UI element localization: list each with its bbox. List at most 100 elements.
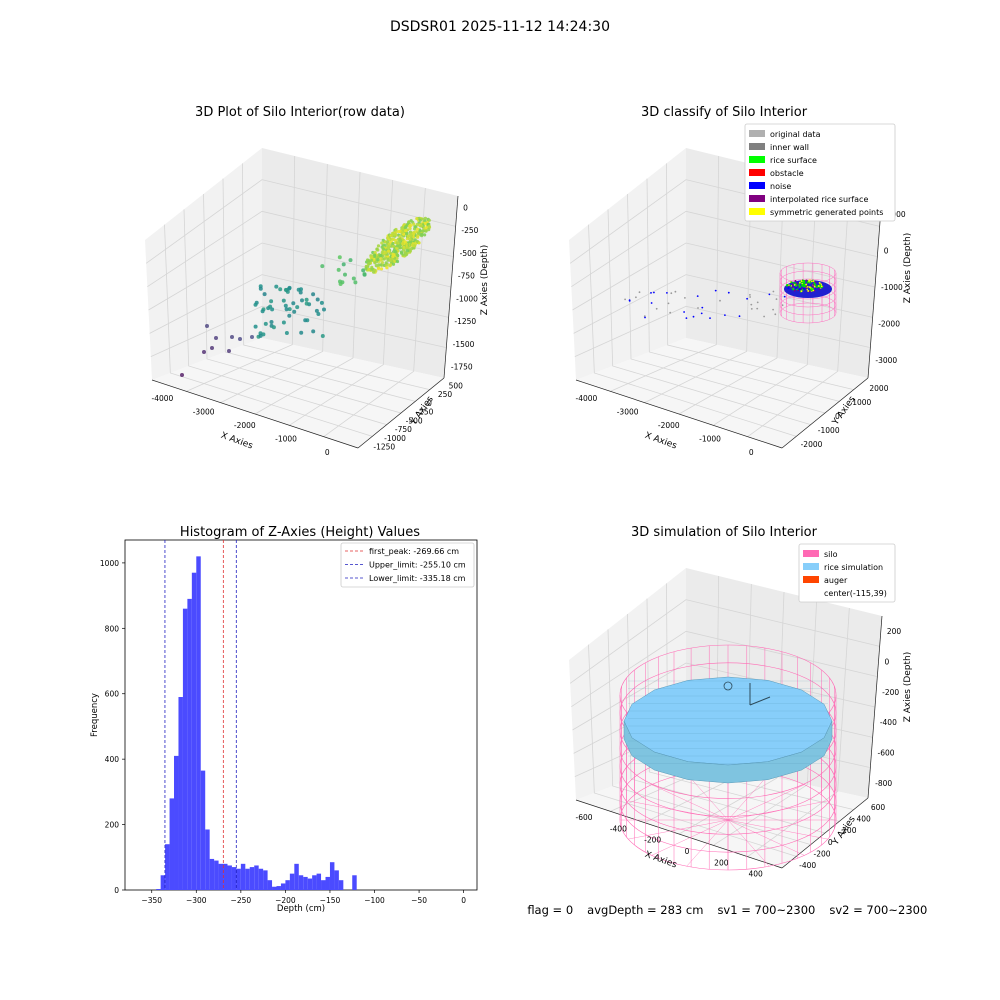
scatter-point	[381, 238, 385, 242]
scatter-point	[361, 268, 366, 273]
histogram-legend-label: Upper_limit: -255.10 cm	[369, 561, 466, 570]
classify-legend-swatch	[749, 195, 765, 202]
scatter-point	[296, 287, 301, 292]
raw-x-tick-label: -2000	[234, 421, 256, 430]
rice-surface-point	[810, 288, 812, 291]
simulation-legend-swatch	[803, 563, 819, 570]
scatter-point	[377, 266, 381, 271]
histogram-bar	[325, 876, 330, 890]
histogram-bar	[334, 870, 339, 890]
histogram-bar	[263, 870, 268, 890]
histogram-bar	[227, 865, 232, 890]
noise-point	[628, 300, 631, 302]
scatter-point	[404, 229, 408, 233]
noise-point	[738, 315, 741, 318]
simulation-z-tick-label: -800	[875, 779, 892, 788]
rice-surface-point	[814, 284, 816, 286]
scatter-point	[415, 227, 420, 231]
histogram-x-tick-label: −300	[186, 896, 207, 905]
raw-z-tick-label: -1500	[453, 340, 475, 349]
simulation-x-tick-label: -200	[644, 836, 661, 845]
scatter-point	[262, 292, 267, 297]
scatter-point	[311, 292, 316, 297]
rice-surface-point	[800, 280, 803, 282]
histogram-bar	[258, 868, 264, 890]
scatter-point	[284, 331, 289, 335]
silo-spoke	[651, 784, 729, 821]
scatter-point	[421, 229, 425, 233]
scatter-point	[281, 320, 286, 325]
rice-surface-point	[820, 286, 823, 289]
raw-x-tick-label: -1000	[275, 435, 297, 444]
noise-point	[768, 293, 771, 296]
silo-spoke	[727, 819, 770, 867]
histogram-bar	[307, 878, 313, 890]
rice-surface-point	[789, 284, 792, 287]
scatter-point	[412, 222, 416, 226]
z-axis-line	[867, 195, 883, 379]
scatter-point	[395, 241, 399, 245]
rice-surface-point	[791, 286, 794, 289]
scatter-point	[407, 220, 411, 224]
classify-y-tick-label: -1000	[818, 426, 840, 435]
gridline	[147, 210, 454, 288]
sv2-value: sv2 = 700~2300	[829, 903, 928, 917]
raw-z-tick-label: -250	[461, 226, 478, 235]
noise-point	[719, 299, 721, 302]
scatter-point	[376, 258, 380, 262]
scatter-point	[367, 262, 371, 266]
scatter-point	[205, 324, 209, 328]
scatter-point	[269, 320, 274, 324]
scatter-point	[391, 252, 395, 256]
scatter-point	[377, 263, 381, 267]
rice-surface-point	[797, 284, 799, 287]
rice-surface-point	[788, 284, 790, 286]
classify-scatter-points	[624, 262, 837, 324]
rice-surface-point	[811, 285, 814, 288]
noise-point	[666, 292, 668, 294]
noise-point	[650, 292, 652, 294]
scatter-point	[258, 286, 263, 291]
histogram-bar	[236, 868, 241, 890]
rice-surface-point	[807, 290, 809, 292]
classify-legend-label: interpolated rice surface	[770, 195, 868, 204]
rice-surface-point	[799, 281, 801, 284]
rice-surface-point	[817, 285, 820, 287]
noise-point	[709, 317, 711, 319]
scatter-point	[416, 235, 420, 239]
histogram-bar	[276, 886, 281, 890]
scatter-point	[380, 261, 384, 265]
rice-surface-point	[800, 281, 803, 283]
noise-point	[653, 291, 655, 294]
classify-legend: original data inner wall rice surface obsta…	[744, 123, 896, 222]
noise-point	[772, 290, 775, 293]
classify-y-tick-label: 2000	[869, 384, 888, 393]
rice-surface-point	[816, 285, 819, 287]
classify-x-tick-label: 0	[749, 448, 754, 457]
scatter-point	[386, 244, 390, 248]
scatter-point	[384, 261, 388, 265]
noise-point	[684, 297, 686, 299]
histogram-bar	[321, 880, 326, 890]
scatter-point	[316, 312, 321, 316]
scatter-point	[398, 238, 402, 242]
noise-point	[756, 301, 759, 304]
simulation-y-tick-label: 400	[857, 815, 872, 824]
rice-surface-point	[805, 287, 808, 290]
noise-point	[644, 316, 646, 319]
raw-y-tick-label: 500	[449, 381, 464, 390]
classify-y-tick-label: -2000	[801, 440, 823, 449]
raw-x-tick-label: -4000	[152, 394, 174, 403]
rice-surface-point	[806, 281, 809, 284]
noise-point	[749, 294, 751, 296]
classify-xlabel: X Axies	[643, 431, 678, 452]
scatter-point	[388, 264, 392, 268]
noise-point	[763, 315, 765, 318]
histogram-bar	[182, 608, 188, 890]
rice-simulation-surface	[623, 676, 833, 784]
rice-surface-point	[797, 289, 799, 292]
histogram-title: Histogram of Z-Axies (Height) Values	[180, 525, 420, 540]
histogram-bar	[294, 863, 299, 890]
simulation-y-tick-label: 200	[842, 826, 857, 835]
rice-surface-point	[813, 285, 816, 288]
